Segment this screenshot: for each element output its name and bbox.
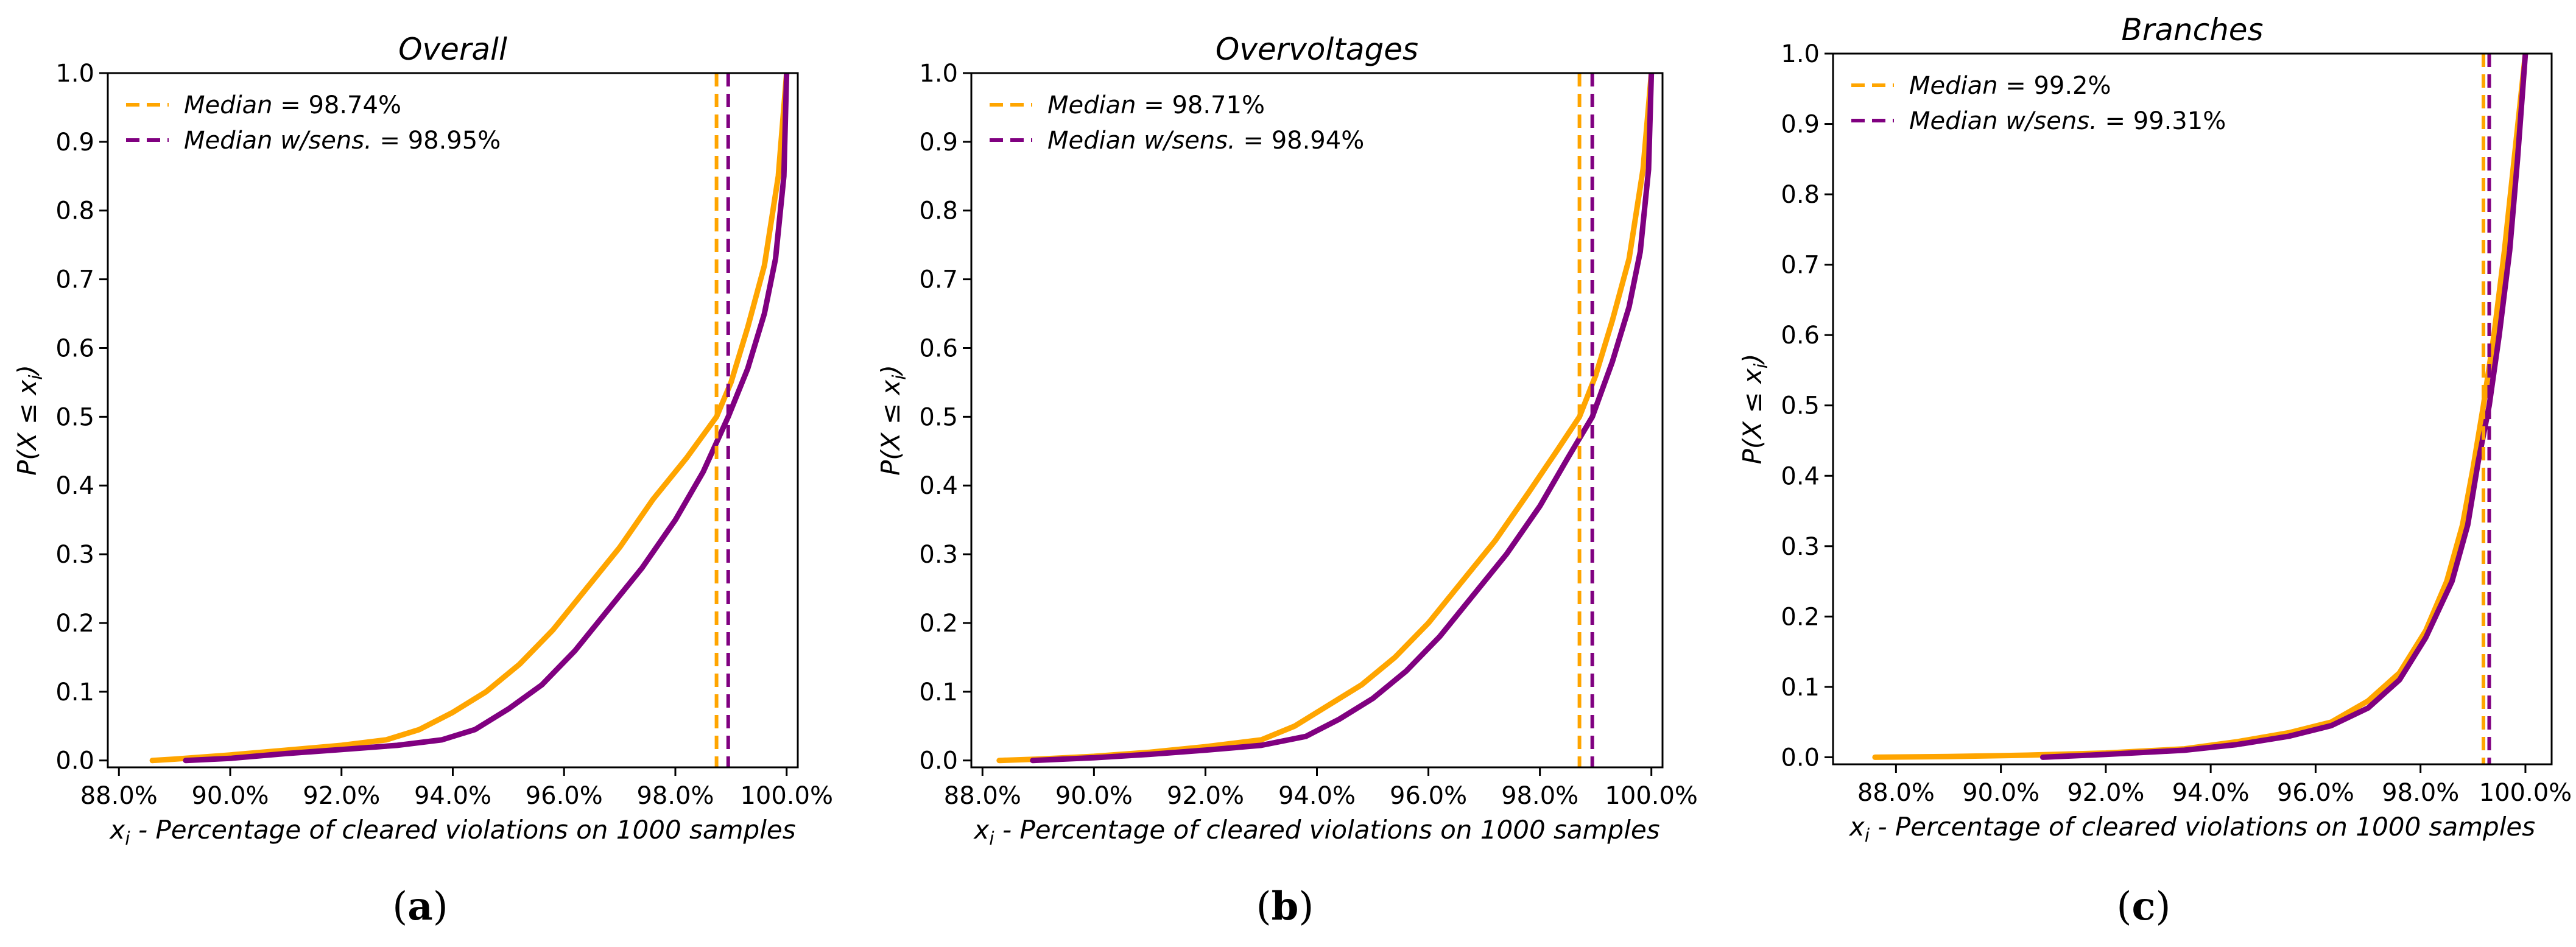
x-tick-label: 88.0% [80, 782, 158, 810]
y-tick-label: 0.4 [919, 472, 958, 500]
x-tick-label: 90.0% [191, 782, 269, 810]
panel-tag: (c) [2117, 884, 2171, 929]
x-tick-label: 96.0% [1390, 782, 1467, 810]
chart-panel-c: Branches 0.0 0.1 0.2 0.3 0.4 0.5 0.6 0.7 0.8 0.9 1.… [1737, 12, 2572, 929]
series-line-standard [149, 73, 790, 764]
y-tick-label: 0.1 [1781, 674, 1820, 702]
y-tick-label: 1.0 [55, 60, 94, 88]
chart-panel-b: Overvoltages 0.0 0.1 0.2 0.3 0.4 0.5 0.6 0.7 0.8 0… [876, 32, 1698, 929]
x-tick-label: 100.0% [2479, 779, 2572, 807]
y-tick-label: 0.7 [1781, 252, 1820, 280]
y-tick-label: 0.8 [1781, 181, 1820, 209]
series-line-with_sensitivity [2040, 54, 2528, 760]
y-tick-label: 0.0 [919, 747, 958, 775]
legend-label: Median = 99.2% [1909, 72, 2111, 100]
y-tick-label: 0.6 [1781, 322, 1820, 350]
y-tick-label: 0.7 [55, 266, 94, 294]
y-tick-label: 0.0 [1781, 744, 1820, 772]
legend-label: Median w/sens. = 99.31% [1909, 107, 2226, 135]
x-tick-label: 94.0% [414, 782, 491, 810]
panel-tag: (a) [392, 884, 448, 929]
chart-title: Overall [398, 32, 507, 67]
x-tick-label: 100.0% [740, 782, 833, 810]
plot-frame [107, 72, 799, 769]
y-tick-label: 0.0 [55, 747, 94, 775]
y-tick-label: 0.8 [919, 197, 958, 225]
y-tick-label: 0.2 [919, 610, 958, 638]
x-tick-label: 88.0% [944, 782, 1021, 810]
y-tick-label: 0.9 [55, 128, 94, 157]
y-tick-label: 0.7 [919, 266, 958, 294]
x-axis-label: xi - Percentage of cleared violations on… [973, 815, 1659, 850]
x-tick-label: 88.0% [1857, 779, 1935, 807]
y-tick-label: 0.4 [1781, 462, 1820, 490]
chart-title: Overvoltages [1216, 32, 1418, 67]
y-tick-label: 0.2 [1781, 603, 1820, 631]
x-tick-label: 94.0% [1278, 782, 1356, 810]
x-tick-label: 90.0% [1962, 779, 2039, 807]
y-tick-label: 1.0 [919, 60, 958, 88]
y-tick-label: 0.3 [55, 541, 94, 569]
y-tick-label: 0.3 [1781, 533, 1820, 561]
panel-tag: (b) [1256, 884, 1314, 929]
x-tick-label: 98.0% [2382, 779, 2459, 807]
x-axis-label: xi - Percentage of cleared violations on… [1848, 812, 2535, 847]
y-axis-label: P(X ≤ xi) [12, 365, 47, 476]
plot-frame [970, 72, 1664, 769]
series-line-with_sensitivity [183, 73, 790, 764]
x-tick-label: 96.0% [526, 782, 603, 810]
y-tick-label: 0.1 [919, 678, 958, 706]
legend-label: Median = 98.74% [184, 91, 401, 119]
y-tick-label: 0.8 [55, 197, 94, 225]
x-tick-label: 98.0% [1501, 782, 1578, 810]
y-tick-label: 0.3 [919, 541, 958, 569]
y-tick-label: 0.5 [1781, 392, 1820, 420]
y-tick-label: 0.6 [919, 334, 958, 362]
series-line-with_sensitivity [1030, 73, 1655, 764]
x-tick-label: 92.0% [1167, 782, 1244, 810]
y-tick-label: 1.0 [1781, 40, 1820, 68]
legend-label: Median w/sens. = 98.95% [184, 127, 501, 155]
y-tick-label: 0.5 [55, 403, 94, 431]
x-tick-label: 96.0% [2277, 779, 2354, 807]
y-tick-label: 0.9 [1781, 111, 1820, 139]
y-tick-label: 0.9 [919, 128, 958, 157]
y-tick-label: 0.1 [55, 678, 94, 706]
series-line-standard [1872, 54, 2528, 760]
y-tick-label: 0.5 [919, 403, 958, 431]
x-tick-label: 90.0% [1055, 782, 1133, 810]
chart-title: Branches [2121, 12, 2263, 48]
chart-panel-a: Overall 0.0 0.1 0.2 0.3 0.4 0.5 0.6 0.7 0.8 0.9 1.0… [12, 32, 833, 929]
x-tick-label: 92.0% [2067, 779, 2144, 807]
y-tick-label: 0.2 [55, 610, 94, 638]
series-line-standard [996, 73, 1655, 764]
y-tick-label: 0.4 [55, 472, 94, 500]
y-axis-label: P(X ≤ xi) [1737, 354, 1772, 465]
y-tick-label: 0.6 [55, 334, 94, 362]
x-tick-label: 98.0% [636, 782, 714, 810]
legend-label: Median w/sens. = 98.94% [1047, 127, 1364, 155]
x-tick-label: 100.0% [1605, 782, 1698, 810]
x-axis-label: xi - Percentage of cleared violations on… [108, 815, 795, 850]
legend-label: Median = 98.71% [1047, 91, 1265, 119]
y-axis-label: P(X ≤ xi) [876, 365, 910, 476]
x-tick-label: 92.0% [303, 782, 380, 810]
plot-frame [1832, 52, 2553, 766]
x-tick-label: 94.0% [2172, 779, 2250, 807]
